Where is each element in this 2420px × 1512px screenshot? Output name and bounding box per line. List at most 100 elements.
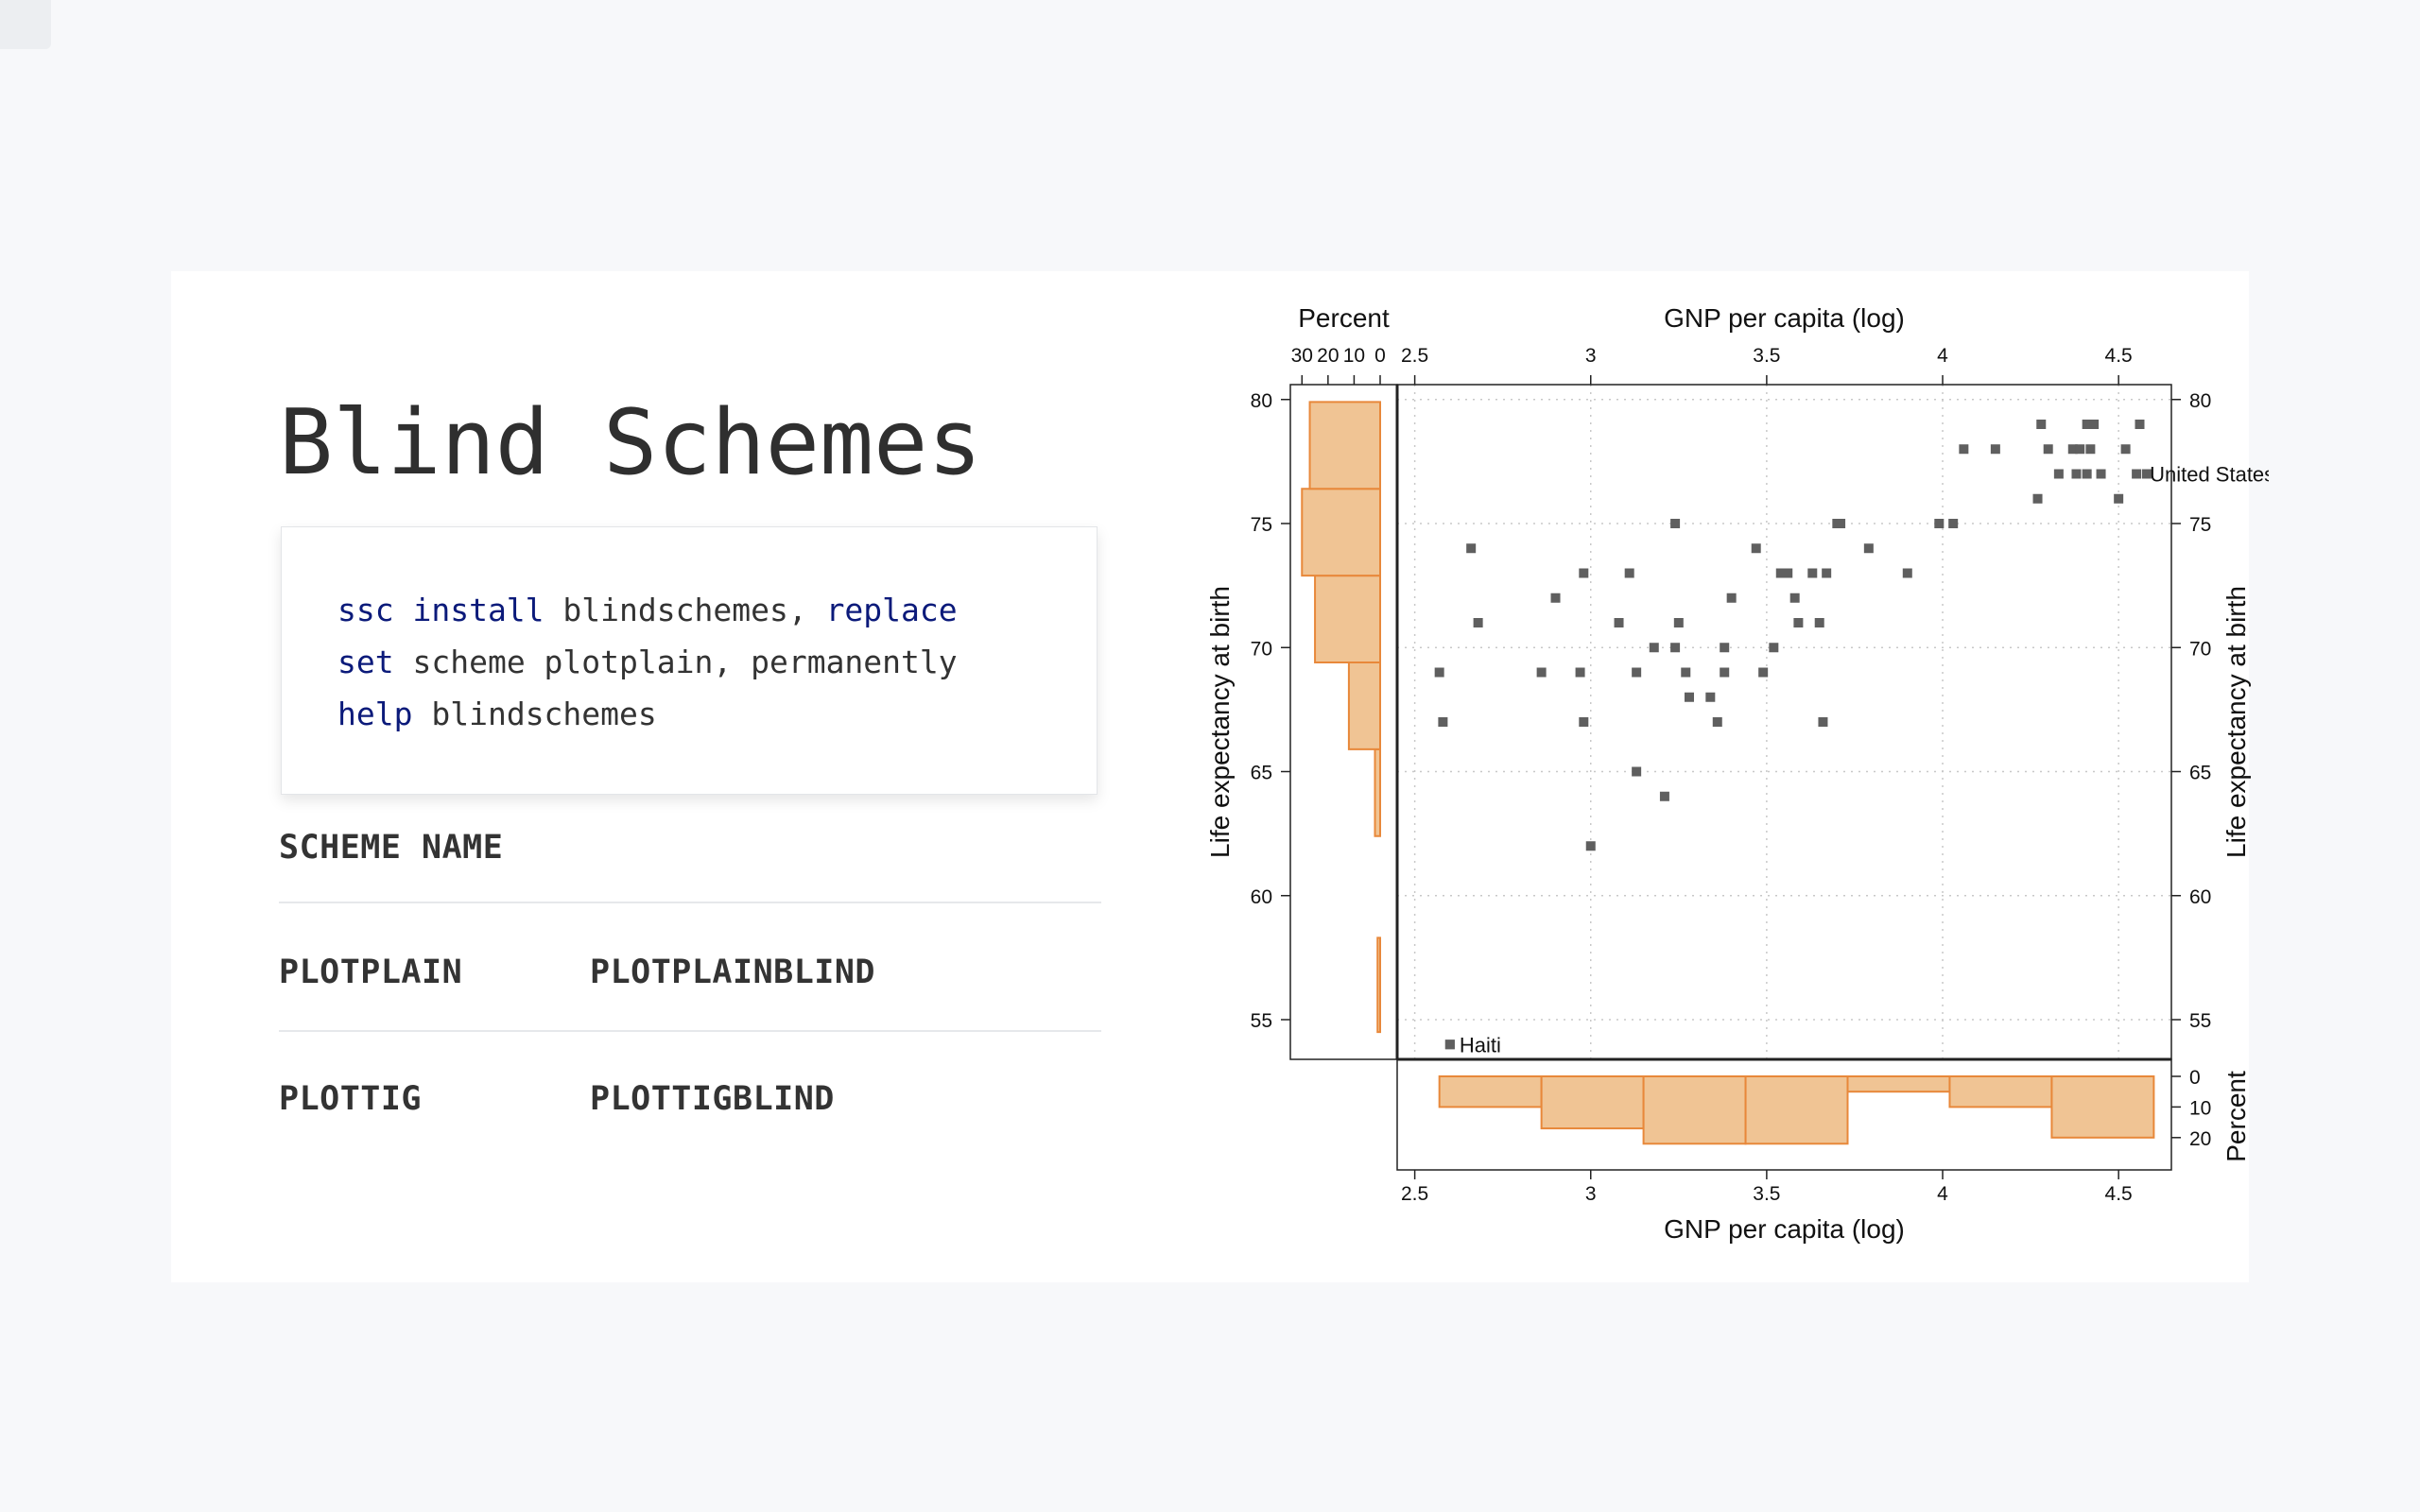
scatter-point	[1550, 593, 1561, 603]
scatter-point	[1758, 667, 1769, 678]
scatter-point	[1769, 643, 1779, 653]
y-hist-title: Percent	[1298, 303, 1390, 333]
scatter-point	[1632, 766, 1642, 777]
y-tick-label: 60	[1251, 886, 1272, 908]
scatter-point	[2071, 469, 2082, 479]
code-text: blindschemes	[412, 696, 657, 732]
x-tick-label: 3.5	[1753, 345, 1780, 367]
y-hist-tick-label: 0	[1374, 345, 1386, 367]
y-hist-tick-label: 20	[1317, 345, 1339, 367]
x-hist-bar	[1948, 1075, 2053, 1108]
code-keyword: ssc install	[337, 592, 544, 628]
scatter-point	[1659, 791, 1669, 801]
y-tick-label: 60	[2189, 886, 2211, 908]
x-tick-label: 2.5	[1401, 1183, 1428, 1205]
scatter-point	[1434, 667, 1444, 678]
scatter-point	[2067, 444, 2078, 455]
divider	[279, 1030, 1101, 1032]
scatter-point	[2132, 469, 2142, 479]
x-tick-label: 4	[1937, 345, 1948, 367]
scatter-point	[1681, 667, 1691, 678]
scatter-with-marginal-histograms: United States Haiti 2.5 2.5 3 3 3.5 3.5 4 4 4.5 4.5…	[1205, 303, 2269, 1244]
scatter-point	[2075, 444, 2085, 455]
y-tick-label: 65	[2189, 763, 2211, 784]
scheme-name: PLOTTIG	[279, 1080, 423, 1118]
code-text: blindschemes,	[544, 592, 826, 628]
scatter-point	[1438, 717, 1448, 727]
x-tick-label: 4.5	[2105, 1183, 2133, 1205]
y-axis-title-left: Life expectancy at birth	[1205, 586, 1235, 858]
y-hist-bar	[1347, 662, 1381, 750]
scatter-point	[1807, 568, 1818, 578]
scatter-point	[1712, 717, 1722, 727]
scatter-point	[2036, 420, 2047, 429]
y-hist-tick-label: 10	[1343, 345, 1365, 367]
scatter-point	[2089, 420, 2100, 429]
x-hist-bar	[1642, 1075, 1747, 1145]
scheme-blind-name: PLOTPLAINBLIND	[590, 954, 876, 991]
scatter-point	[1814, 618, 1824, 627]
code-line: ssc install blindschemes, replace	[337, 584, 1097, 636]
scatter-point	[1948, 519, 1959, 528]
scatter-point	[1818, 717, 1828, 727]
x-tick-label: 2.5	[1401, 345, 1428, 367]
scatter-point	[1863, 543, 1874, 554]
scatter-point	[1673, 618, 1684, 627]
scatter-point	[1614, 618, 1624, 627]
y-tick-label: 70	[2189, 638, 2211, 660]
scatter-point	[1670, 519, 1681, 528]
scatter-point	[2141, 469, 2152, 479]
scatter-point	[2114, 493, 2124, 504]
code-keyword: set	[337, 644, 394, 680]
scatter-point	[1902, 568, 1912, 578]
x-tick-label: 3.5	[1753, 1183, 1780, 1205]
x-hist-bar	[1540, 1075, 1645, 1130]
scatter-point	[2096, 469, 2106, 479]
x-hist-bar	[1438, 1075, 1543, 1108]
scatter-point	[1959, 444, 1969, 455]
x-hist-bar	[1744, 1075, 1849, 1145]
y-tick-label: 80	[2189, 390, 2211, 412]
scatter-point	[1536, 667, 1547, 678]
scheme-name-header: SCHEME NAME	[279, 829, 504, 867]
scatter-point	[2120, 444, 2131, 455]
scatter-point	[1990, 444, 2000, 455]
scatter-point	[1585, 841, 1596, 851]
scatter-point	[2043, 444, 2053, 455]
x-hist-tick-label: 20	[2189, 1128, 2211, 1150]
scatter-point	[1822, 568, 1832, 578]
scatter-point	[1579, 717, 1589, 727]
scatter-point	[1705, 692, 1716, 702]
x-hist-title: Percent	[2221, 1071, 2251, 1162]
x-hist-bar	[1846, 1075, 1951, 1093]
scheme-name: PLOTPLAIN	[279, 954, 463, 991]
scatter-point	[1789, 593, 1800, 603]
y-tick-label: 55	[1251, 1010, 1272, 1032]
y-tick-label: 80	[1251, 390, 1272, 412]
scatter-point	[1934, 519, 1945, 528]
scheme-blind-name: PLOTTIGBLIND	[590, 1080, 835, 1118]
page-title: Blind Schemes	[279, 391, 982, 495]
y-hist-bar	[1376, 936, 1382, 1034]
divider	[279, 902, 1101, 903]
x-hist-tick-label: 0	[2189, 1067, 2201, 1089]
y-hist-tick-label: 30	[1291, 345, 1313, 367]
scatter-point	[1632, 667, 1642, 678]
point-label: United States	[2150, 463, 2269, 487]
corner-tab[interactable]	[0, 0, 51, 49]
code-line: help blindschemes	[337, 688, 1097, 740]
y-axis-title-right: Life expectancy at birth	[2221, 586, 2251, 858]
code-text: scheme plotplain, permanently	[393, 644, 958, 680]
y-tick-label: 75	[1251, 514, 1272, 536]
x-hist-tick-label: 10	[2189, 1097, 2211, 1119]
main-plot-frame	[1396, 384, 2172, 1060]
scatter-point	[1624, 568, 1634, 578]
scatter-point	[1836, 519, 1846, 528]
scatter-point	[1751, 543, 1761, 554]
scatter-point	[2085, 444, 2096, 455]
scatter-point	[1670, 643, 1681, 653]
scatter-point	[1444, 1040, 1455, 1050]
y-tick-label: 55	[2189, 1010, 2211, 1032]
scatter-point	[2053, 469, 2064, 479]
y-tick-label: 75	[2189, 514, 2211, 536]
